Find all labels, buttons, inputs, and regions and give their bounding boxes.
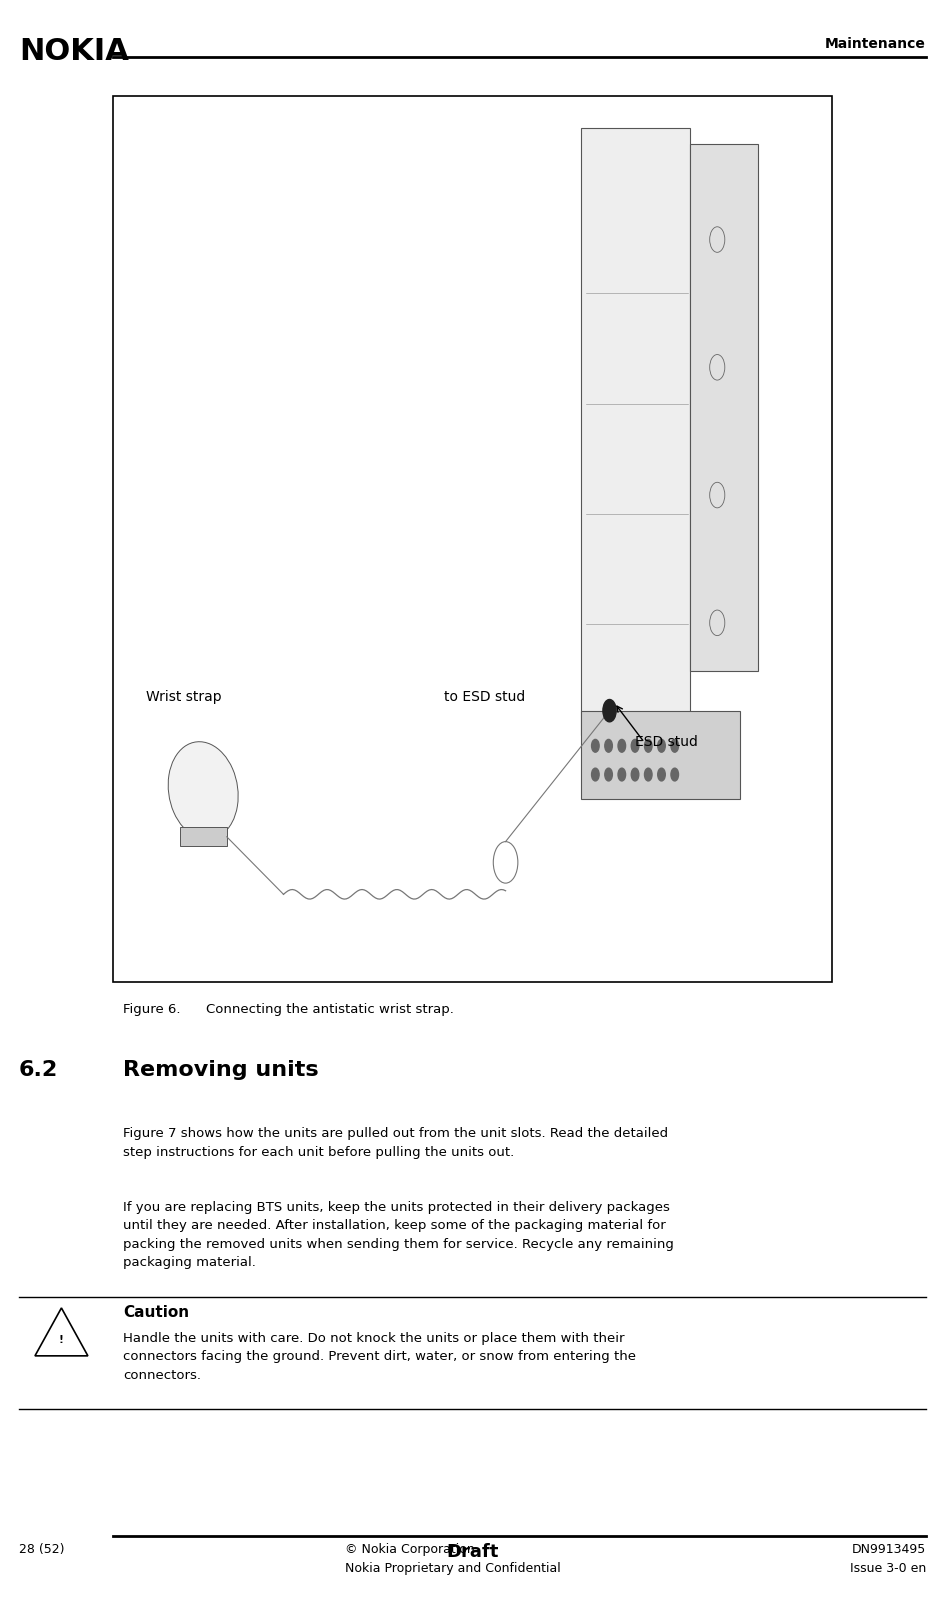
Text: DN9913495: DN9913495: [851, 1543, 925, 1555]
Text: 28 (52): 28 (52): [19, 1543, 64, 1555]
Polygon shape: [35, 1308, 88, 1356]
Circle shape: [657, 739, 665, 752]
Circle shape: [657, 768, 665, 781]
Circle shape: [591, 768, 598, 781]
Text: 6.2: 6.2: [19, 1060, 59, 1081]
Bar: [581, 128, 689, 735]
Circle shape: [591, 739, 598, 752]
Circle shape: [631, 739, 638, 752]
Bar: [179, 827, 227, 846]
Circle shape: [631, 768, 638, 781]
Circle shape: [644, 768, 651, 781]
Text: Nokia Proprietary and Confidential: Nokia Proprietary and Confidential: [345, 1562, 560, 1575]
Bar: [581, 711, 739, 798]
Bar: [689, 144, 757, 671]
Text: Figure 6.      Connecting the antistatic wrist strap.: Figure 6. Connecting the antistatic wris…: [123, 1003, 453, 1016]
FancyBboxPatch shape: [113, 96, 831, 982]
Text: If you are replacing BTS units, keep the units protected in their delivery packa: If you are replacing BTS units, keep the…: [123, 1201, 673, 1270]
Circle shape: [604, 768, 612, 781]
Text: Handle the units with care. Do not knock the units or place them with their
conn: Handle the units with care. Do not knock…: [123, 1332, 635, 1381]
Text: Figure 7 shows how the units are pulled out from the unit slots. Read the detail: Figure 7 shows how the units are pulled …: [123, 1127, 667, 1159]
Text: Caution: Caution: [123, 1305, 189, 1319]
Circle shape: [617, 768, 625, 781]
Text: Issue 3-0 en: Issue 3-0 en: [849, 1562, 925, 1575]
Ellipse shape: [168, 741, 238, 840]
Circle shape: [617, 739, 625, 752]
Text: © Nokia Corporation: © Nokia Corporation: [345, 1543, 474, 1555]
Circle shape: [644, 739, 651, 752]
Circle shape: [602, 699, 615, 722]
Text: to ESD stud: to ESD stud: [444, 690, 525, 704]
Text: NOKIA: NOKIA: [19, 37, 128, 65]
Text: Draft: Draft: [446, 1543, 498, 1560]
Text: ESD stud: ESD stud: [634, 735, 698, 749]
Text: !: !: [59, 1335, 64, 1345]
Text: Wrist strap: Wrist strap: [146, 690, 222, 704]
Circle shape: [604, 739, 612, 752]
Circle shape: [670, 739, 678, 752]
Circle shape: [670, 768, 678, 781]
Text: Removing units: Removing units: [123, 1060, 318, 1081]
Text: Maintenance: Maintenance: [824, 37, 925, 51]
